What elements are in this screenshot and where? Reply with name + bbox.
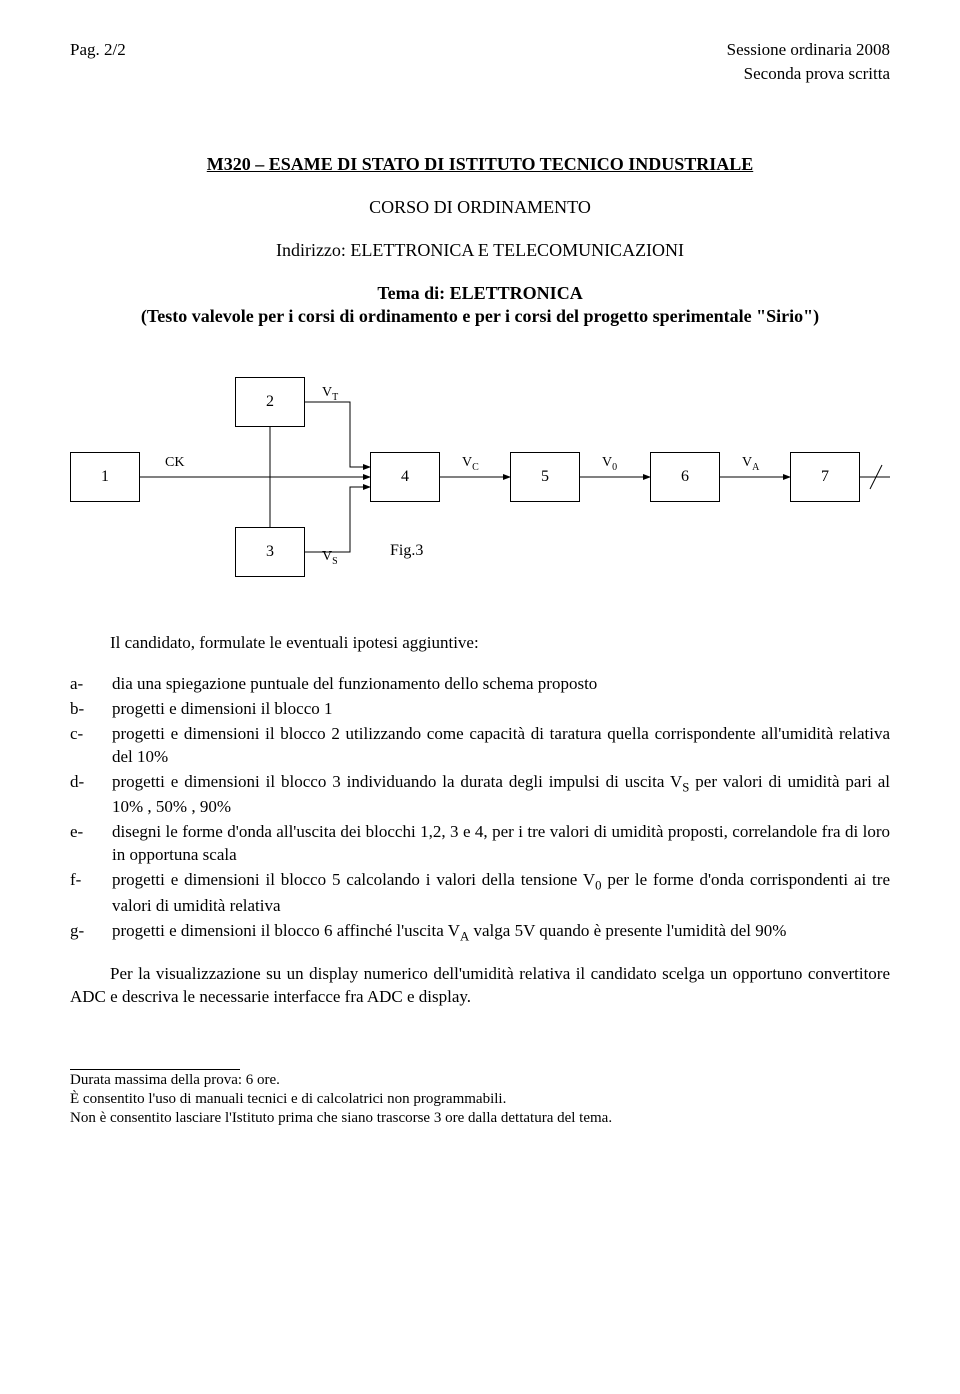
list-item-f: f- progetti e dimensioni il blocco 5 cal… — [70, 869, 890, 918]
list-marker: b- — [70, 698, 112, 721]
list-content: progetti e dimensioni il blocco 2 utiliz… — [112, 723, 890, 769]
list-marker: g- — [70, 920, 112, 946]
signal-vs: VS — [322, 549, 338, 567]
footer-line-3: Non è consentito lasciare l'Istituto pri… — [70, 1110, 890, 1127]
header-row: Pag. 2/2 Sessione ordinaria 2008 — [70, 40, 890, 60]
list-content: dia una spiegazione puntuale del funzion… — [112, 673, 890, 696]
diagram-lines — [70, 377, 890, 597]
page: Pag. 2/2 Sessione ordinaria 2008 Seconda… — [0, 0, 960, 1394]
signal-ck: CK — [165, 455, 184, 471]
title-indirizzo: Indirizzo: ELETTRONICA E TELECOMUNICAZIO… — [70, 240, 890, 261]
diagram-box-1: 1 — [70, 452, 140, 502]
list-content: progetti e dimensioni il blocco 6 affinc… — [112, 920, 890, 946]
diagram-box-7: 7 — [790, 452, 860, 502]
session-label: Sessione ordinaria 2008 — [727, 40, 890, 60]
list-content: disegni le forme d'onda all'uscita dei b… — [112, 821, 890, 867]
list-content: progetti e dimensioni il blocco 1 — [112, 698, 890, 721]
title-main: M320 – ESAME DI STATO DI ISTITUTO TECNIC… — [70, 154, 890, 175]
list-item-c: c- progetti e dimensioni il blocco 2 uti… — [70, 723, 890, 769]
header-subtitle: Seconda prova scritta — [70, 64, 890, 84]
signal-vc: VC — [462, 455, 479, 473]
diagram-box-5: 5 — [510, 452, 580, 502]
list-content: progetti e dimensioni il blocco 5 calcol… — [112, 869, 890, 918]
signal-va: VA — [742, 455, 759, 473]
diagram-box-3: 3 — [235, 527, 305, 577]
page-number: Pag. 2/2 — [70, 40, 126, 60]
footer-line-2: È consentito l'uso di manuali tecnici e … — [70, 1091, 890, 1108]
diagram-box-2: 2 — [235, 377, 305, 427]
figure-label: Fig.3 — [390, 542, 423, 560]
final-paragraph: Per la visualizzazione su un display num… — [70, 963, 890, 1009]
list-marker: c- — [70, 723, 112, 769]
list-content: progetti e dimensioni il blocco 3 indivi… — [112, 771, 890, 820]
list-item-g: g- progetti e dimensioni il blocco 6 aff… — [70, 920, 890, 946]
title-testo: (Testo valevole per i corsi di ordinamen… — [70, 306, 890, 327]
list-marker: a- — [70, 673, 112, 696]
list-item-b: b- progetti e dimensioni il blocco 1 — [70, 698, 890, 721]
footer-line-1: Durata massima della prova: 6 ore. — [70, 1072, 890, 1089]
list-item-e: e- disegni le forme d'onda all'uscita de… — [70, 821, 890, 867]
footer-separator — [70, 1069, 240, 1070]
diagram-box-4: 4 — [370, 452, 440, 502]
title-course: CORSO DI ORDINAMENTO — [70, 197, 890, 218]
list-marker: f- — [70, 869, 112, 918]
list-item-a: a- dia una spiegazione puntuale del funz… — [70, 673, 890, 696]
list-marker: d- — [70, 771, 112, 820]
list-item-d: d- progetti e dimensioni il blocco 3 ind… — [70, 771, 890, 820]
title-tema: Tema di: ELETTRONICA — [70, 283, 890, 304]
block-diagram: 1 2 3 4 5 6 7 CK VT VS VC V0 VA Fig.3 — [70, 377, 890, 597]
intro-text: Il candidato, formulate le eventuali ipo… — [70, 632, 890, 655]
list-marker: e- — [70, 821, 112, 867]
signal-vt: VT — [322, 385, 338, 403]
task-list: a- dia una spiegazione puntuale del funz… — [70, 673, 890, 945]
signal-v0: V0 — [602, 455, 617, 473]
diagram-box-6: 6 — [650, 452, 720, 502]
